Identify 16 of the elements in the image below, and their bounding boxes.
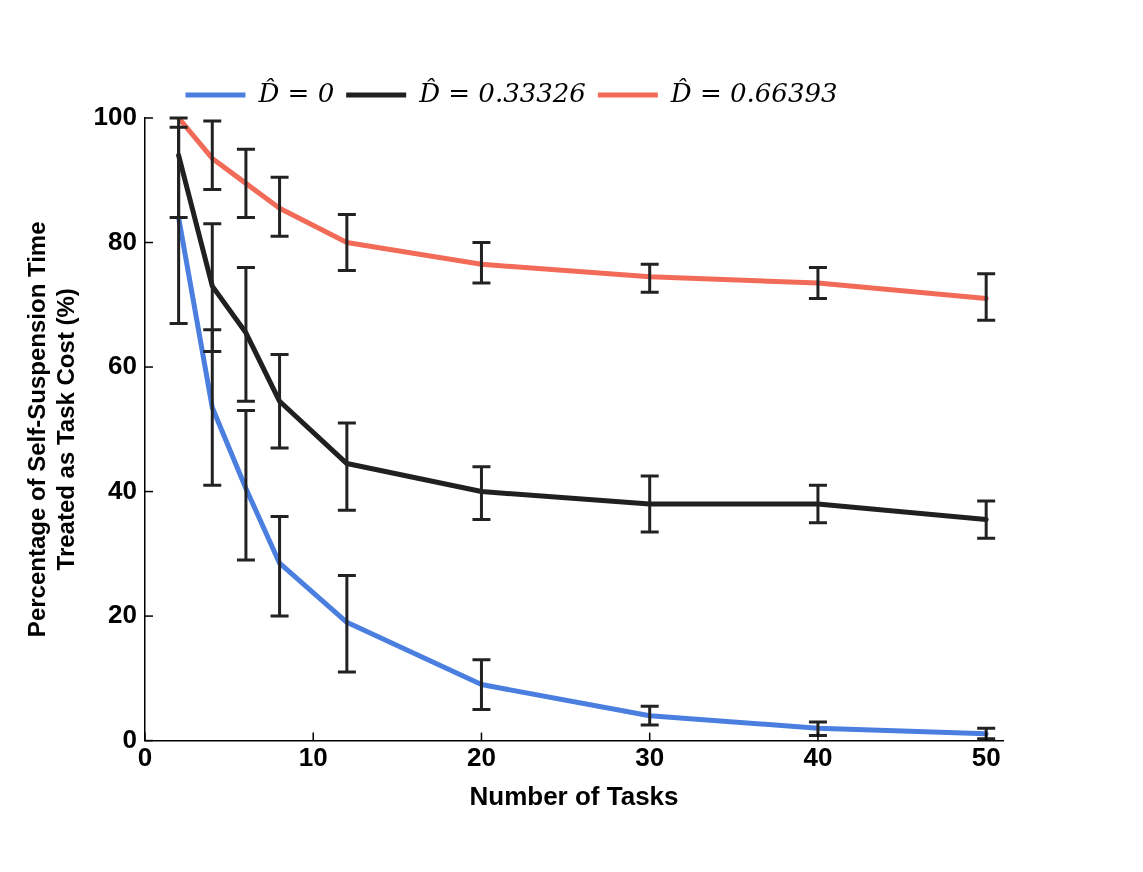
x-tick-label: 50 [971,742,1001,773]
legend-label: D̂ = 0 [257,77,335,108]
legend-label: D̂ = 0.33326 [418,77,586,108]
x-tick-label: 40 [803,742,833,773]
y-tick-label: 100 [93,101,137,132]
x-tick-label: 20 [467,742,496,773]
y-tick-label: 20 [108,599,137,630]
legend-label: D̂ = 0.66393 [669,77,838,108]
y-tick-label: 0 [122,723,137,754]
y-tick-label: 40 [108,474,137,505]
x-axis-title: Number of Tasks [469,780,679,811]
y-tick-label: 60 [108,350,137,381]
x-tick-label: 30 [635,742,665,773]
y-axis-title: Percentage of Self-Suspension Time Treated as Task Cost (%) [23,221,79,638]
x-tick-label: 10 [298,742,328,773]
y-tick-label: 80 [108,225,137,256]
